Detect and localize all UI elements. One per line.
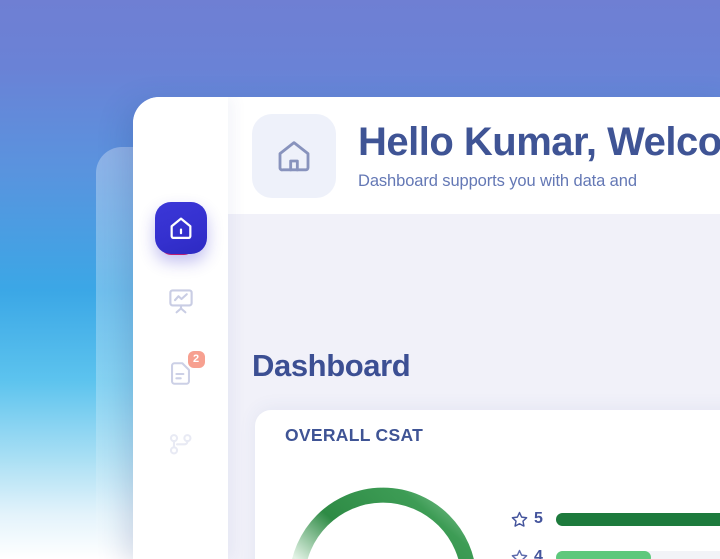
home-icon — [278, 140, 310, 171]
page-greeting-title: Hello Kumar, Welco — [358, 119, 720, 164]
rating-bar-track — [556, 550, 720, 559]
page-title: Dashboard — [252, 348, 411, 383]
sidebar-item-reports[interactable] — [133, 279, 228, 323]
page-greeting-subtitle: Dashboard supports you with data and — [358, 171, 637, 190]
rating-bar-track — [556, 512, 720, 526]
rating-row: 4 — [510, 538, 720, 559]
home-icon — [170, 217, 191, 240]
greeting-block: Hello Kumar, Welco Dashboard supports yo… — [358, 121, 720, 191]
sidebar-item-reports-icon-wrap — [164, 284, 198, 318]
csat-card-title: OVERALL CSAT — [285, 425, 424, 445]
star-outline-icon — [511, 549, 528, 559]
presentation-chart-icon — [168, 289, 193, 314]
messages-badge: 2 — [187, 351, 205, 368]
overall-csat-card: OVERALL CSAT — [255, 410, 720, 559]
rating-bar-fill — [556, 550, 652, 559]
rating-label: 5 — [534, 510, 543, 527]
csat-gauge-svg — [292, 487, 474, 559]
csat-gauge: 85% SATISFIED — [276, 476, 490, 559]
rating-label: 4 — [534, 548, 543, 559]
rating-row: 5 — [510, 500, 720, 538]
csat-gauge-value: 85% — [276, 550, 490, 559]
sidebar-item-home[interactable] — [133, 202, 228, 254]
header-home-tile[interactable] — [252, 113, 336, 198]
rating-bar-fill — [556, 512, 720, 526]
top-header-bar: Hello Kumar, Welco Dashboard supports yo… — [228, 97, 720, 214]
sidebar-item-workflows[interactable] — [133, 422, 228, 466]
app-window: 2 — [133, 97, 720, 559]
sidebar-item-home-active-chip — [154, 202, 207, 254]
sidebar-item-messages[interactable]: 2 — [133, 351, 228, 395]
sidebar: 2 — [133, 97, 228, 559]
sidebar-item-messages-icon-wrap: 2 — [164, 351, 205, 390]
star-outline-icon — [511, 511, 528, 527]
workflow-nodes-icon — [169, 434, 191, 455]
csat-rating-distribution: 5 4 — [510, 500, 720, 559]
document-message-icon — [171, 361, 190, 385]
sidebar-item-workflows-icon-wrap — [164, 427, 198, 461]
